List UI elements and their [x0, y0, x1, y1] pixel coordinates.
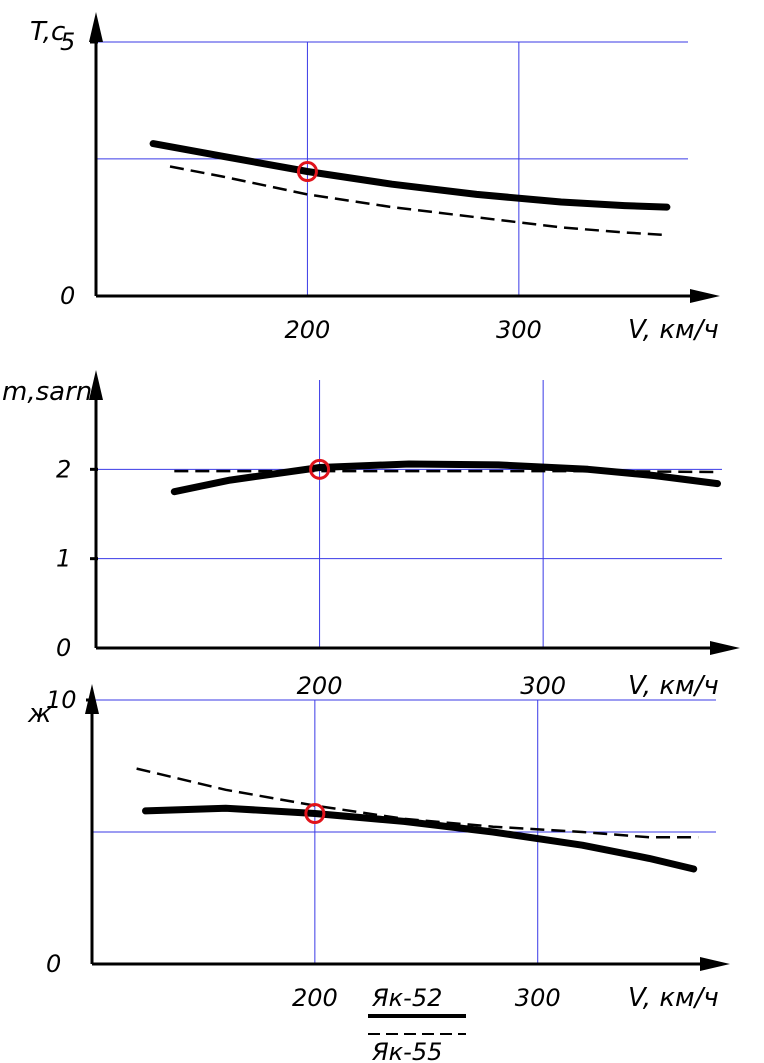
x-tick-label: 300 — [496, 316, 542, 344]
series-line-yak-52 — [149, 140, 671, 211]
grid — [92, 699, 716, 964]
x-axis-arrow — [710, 641, 740, 655]
chart-panel-t: T,c V, км/ч 200 300 5 0 — [30, 12, 720, 345]
y-tick-label: 5 — [60, 28, 75, 56]
y-tick-label: 10 — [46, 686, 77, 714]
series-line-yak-52 — [170, 460, 721, 496]
series-group — [149, 140, 671, 237]
axes — [89, 370, 740, 655]
chart-panel-kappa: ж V, км/ч 200 300 10 0 — [27, 684, 730, 1013]
x-axis-title: V, км/ч — [628, 315, 719, 345]
series-line-yak-55 — [169, 165, 667, 237]
legend-label-yak-55: Як-55 — [371, 1038, 442, 1063]
y-tick-label: 1 — [56, 545, 71, 573]
highlight-marker — [309, 458, 331, 480]
y-axis-arrow — [89, 370, 103, 400]
y-axis-arrow — [89, 12, 103, 42]
chart-panel-m: m,sarn V, км/ч 200 300 2 1 0 — [2, 370, 740, 701]
x-axis-arrow — [690, 289, 720, 303]
y-tick-label: 2 — [56, 455, 71, 483]
highlight-marker — [296, 161, 318, 183]
x-axis-title: V, км/ч — [628, 983, 719, 1013]
x-axis-title: V, км/ч — [628, 671, 719, 701]
x-tick-label: 300 — [520, 672, 566, 700]
y-axis-title: m,sarn — [2, 377, 92, 407]
y-axis-title: ж — [27, 699, 52, 729]
y-tick-label: 0 — [46, 950, 61, 978]
legend: Як-52 Як-55 — [368, 984, 466, 1063]
series-group — [170, 458, 721, 496]
x-axis-arrow — [700, 957, 730, 971]
x-tick-label: 200 — [285, 316, 331, 344]
x-tick-label: 300 — [515, 984, 561, 1012]
series-group — [136, 767, 699, 873]
axes — [85, 684, 730, 971]
y-tick-label: 0 — [60, 282, 75, 310]
series-line-yak-55 — [136, 767, 699, 839]
series-line-yak-55 — [174, 469, 718, 474]
x-tick-label: 200 — [297, 672, 343, 700]
y-axis-title: T,c — [30, 17, 65, 47]
legend-label-yak-52: Як-52 — [371, 984, 442, 1012]
series-line-yak-52 — [142, 804, 698, 873]
x-tick-label: 200 — [292, 984, 338, 1012]
highlight-marker — [304, 803, 326, 825]
grid — [96, 41, 688, 296]
y-tick-label: 0 — [56, 634, 71, 662]
grid — [96, 380, 722, 648]
axes — [89, 12, 720, 303]
